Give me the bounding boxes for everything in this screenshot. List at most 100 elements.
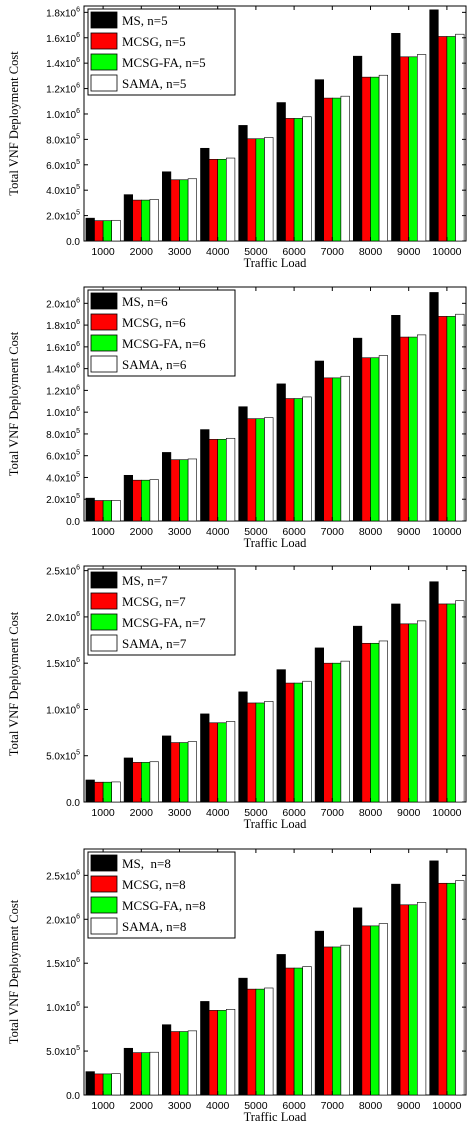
bar-mcsg-1000 (94, 220, 104, 242)
bar-mcsg-fa-7000 (331, 946, 342, 1096)
bar-mcsg-4000 (208, 159, 219, 242)
bar-mcsg-fa-2000 (141, 1052, 151, 1096)
y-axis-title: Total VNF Deployment Cost (7, 899, 21, 1044)
bar-sama-8000 (378, 355, 389, 522)
x-tick-label: 5000 (244, 526, 268, 538)
legend-swatch (90, 613, 118, 631)
legend-label: SAMA, n=7 (122, 636, 187, 651)
bar-mcsg-10000 (437, 882, 448, 1096)
bar-sama-4000 (226, 1009, 236, 1096)
y-tick-label: 2.0x105 (46, 210, 80, 223)
y-tick-label: 6.0x105 (46, 159, 80, 172)
bar-mcsg-5000 (247, 988, 257, 1096)
bar-ms-2000 (123, 757, 133, 803)
bar-sama-6000 (302, 680, 312, 803)
legend-swatch (90, 917, 118, 935)
plot-frame (83, 286, 467, 522)
bar-mcsg-9000 (399, 336, 410, 522)
bar-mcsg-fa-2000 (141, 479, 151, 522)
y-axis-title: Total VNF Deployment Cost (7, 611, 21, 756)
bar-mcsg-fa-2000 (141, 762, 151, 803)
bar-mcsg-1000 (94, 1073, 104, 1096)
bar-ms-6000 (276, 669, 286, 803)
y-tick-label: 8.0x105 (46, 133, 80, 146)
bar-sama-8000 (378, 640, 389, 803)
bar-ms-2000 (123, 194, 133, 242)
legend-swatch (90, 896, 118, 914)
x-tick-label: 4000 (206, 807, 230, 819)
y-tick-label: 1.0x106 (46, 108, 80, 121)
y-tick-label: 2.0x105 (46, 493, 80, 506)
y-tick-label: 1.4x106 (46, 57, 80, 70)
bar-mcsg-fa-9000 (408, 904, 418, 1096)
bar-mcsg-fa-9000 (408, 336, 418, 522)
bar-sama-10000 (455, 600, 465, 803)
y-tick-label: 0.0 (66, 237, 80, 248)
bar-ms-2000 (123, 1047, 133, 1096)
x-tick-label: 9000 (397, 1100, 421, 1112)
x-tick-label: 9000 (397, 246, 421, 258)
x-tick-label: 9000 (397, 526, 421, 538)
x-tick-label: 8000 (359, 246, 383, 258)
x-tick-label: 1000 (91, 526, 115, 538)
legend-swatch (90, 592, 118, 610)
bar-ms-6000 (276, 954, 286, 1096)
y-tick-label: 1.0x106 (46, 1001, 80, 1014)
y-tick-label: 0.0 (66, 517, 80, 528)
bar-mcsg-3000 (170, 1031, 180, 1096)
chart-2: 1000 2000 3000 4000 5000 6000 7000 8000 9000 1000… (7, 286, 467, 550)
bar-mcsg-fa-6000 (293, 398, 304, 522)
y-axis-title: Total VNF Deployment Cost (7, 51, 21, 196)
bar-sama-3000 (187, 741, 198, 803)
x-tick-label: 4000 (206, 246, 230, 258)
bar-ms-3000 (162, 735, 172, 803)
bar-sama-2000 (149, 761, 159, 803)
bar-ms-5000 (238, 406, 248, 522)
bar-mcsg-fa-10000 (446, 882, 456, 1096)
bar-ms-9000 (391, 314, 401, 522)
bar-mcsg-fa-2000 (141, 199, 151, 242)
bar-mcsg-9000 (399, 904, 410, 1096)
x-tick-label: 5000 (244, 1100, 268, 1112)
bar-mcsg-2000 (132, 199, 142, 242)
bar-mcsg-3000 (170, 459, 180, 522)
y-tick-label: 0.0 (66, 798, 80, 809)
bar-mcsg-7000 (323, 377, 333, 522)
bar-sama-3000 (187, 178, 198, 242)
bar-mcsg-6000 (285, 398, 295, 522)
bar-mcsg-fa-3000 (179, 742, 189, 803)
bar-sama-5000 (264, 137, 274, 242)
bar-mcsg-fa-3000 (179, 1031, 189, 1096)
bar-mcsg-fa-1000 (102, 781, 112, 803)
bar-ms-1000 (85, 217, 95, 242)
bar-ms-10000 (429, 581, 439, 803)
bar-mcsg-fa-9000 (408, 623, 418, 803)
x-tick-label: 4000 (206, 1100, 230, 1112)
y-axis-title: Total VNF Deployment Cost (7, 331, 21, 476)
legend-swatch (90, 355, 118, 373)
bar-mcsg-fa-6000 (293, 682, 304, 803)
bar-mcsg-fa-7000 (331, 97, 342, 242)
bar-sama-2000 (149, 1051, 159, 1096)
bar-mcsg-2000 (132, 1052, 142, 1096)
bar-ms-1000 (85, 1071, 95, 1096)
bar-mcsg-fa-8000 (370, 357, 380, 522)
x-tick-label: 7000 (321, 807, 345, 819)
bar-mcsg-5000 (247, 138, 257, 242)
bar-sama-4000 (226, 157, 236, 242)
bar-ms-10000 (429, 860, 439, 1096)
x-tick-label: 3000 (168, 1100, 192, 1112)
bar-mcsg-7000 (323, 946, 333, 1096)
x-tick-label: 5000 (244, 807, 268, 819)
bar-mcsg-6000 (285, 118, 295, 242)
x-tick-label: 1000 (91, 807, 115, 819)
bar-ms-1000 (85, 779, 95, 803)
bar-sama-7000 (340, 660, 350, 803)
bar-mcsg-fa-7000 (331, 377, 342, 522)
y-tick-label: 2.0x106 (46, 913, 80, 926)
bar-sama-10000 (455, 33, 465, 242)
bar-ms-7000 (314, 360, 325, 522)
x-tick-label: 7000 (321, 1100, 345, 1112)
bar-mcsg-fa-8000 (370, 642, 380, 803)
